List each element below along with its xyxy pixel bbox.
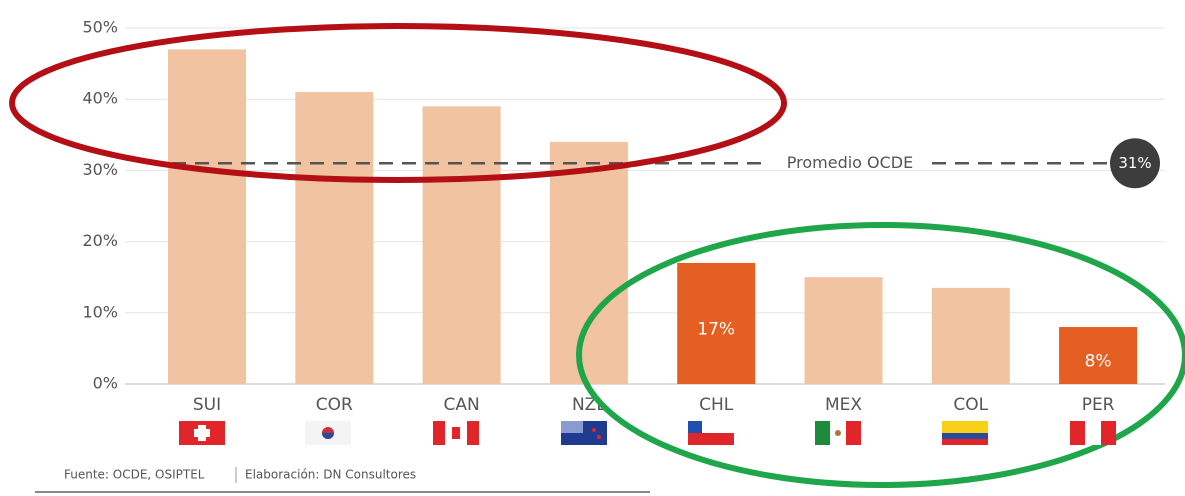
- flag-cor: [305, 421, 351, 445]
- y-tick-label: 40%: [82, 89, 118, 108]
- flag-nzl: [561, 421, 607, 445]
- flag-per: [1070, 421, 1116, 445]
- flag-sui: [179, 421, 225, 445]
- bar: [1059, 327, 1138, 384]
- bar: [677, 262, 756, 384]
- value-label: 8%: [1085, 352, 1112, 372]
- x-tick-label: MEX: [825, 395, 862, 415]
- reference-badge: [1110, 138, 1160, 189]
- reference-label: Promedio OCDE: [787, 153, 913, 172]
- x-tick-label: COL: [953, 395, 988, 415]
- flag-chl: [688, 421, 734, 445]
- flag-col: [942, 421, 988, 445]
- y-tick-label: 30%: [82, 160, 118, 179]
- bar: [295, 92, 374, 384]
- credit: Elaboración: DN Consultores: [245, 468, 416, 482]
- bar: [804, 277, 883, 384]
- highlight-oval: [576, 222, 1185, 488]
- x-tick-label: PER: [1082, 395, 1115, 415]
- flag-can: [433, 421, 479, 445]
- y-tick-label: 50%: [82, 18, 118, 37]
- bar: [549, 141, 628, 384]
- x-tick-label: CHL: [699, 395, 734, 415]
- y-tick-label: 0%: [93, 374, 118, 393]
- bar: [422, 106, 501, 384]
- source: Fuente: OCDE, OSIPTEL: [64, 468, 205, 482]
- bar: [168, 49, 246, 385]
- x-tick-label: CAN: [443, 395, 479, 415]
- reference-value: 31%: [1118, 154, 1151, 172]
- bar: [931, 287, 1010, 384]
- value-label: 17%: [697, 319, 735, 339]
- x-tick-label: SUI: [193, 395, 221, 415]
- flag-mex: [815, 421, 861, 445]
- x-tick-label: COR: [316, 395, 353, 415]
- y-tick-label: 10%: [82, 302, 118, 321]
- y-tick-label: 20%: [82, 231, 118, 250]
- flags: [179, 421, 1116, 445]
- highlight-oval: [9, 23, 787, 183]
